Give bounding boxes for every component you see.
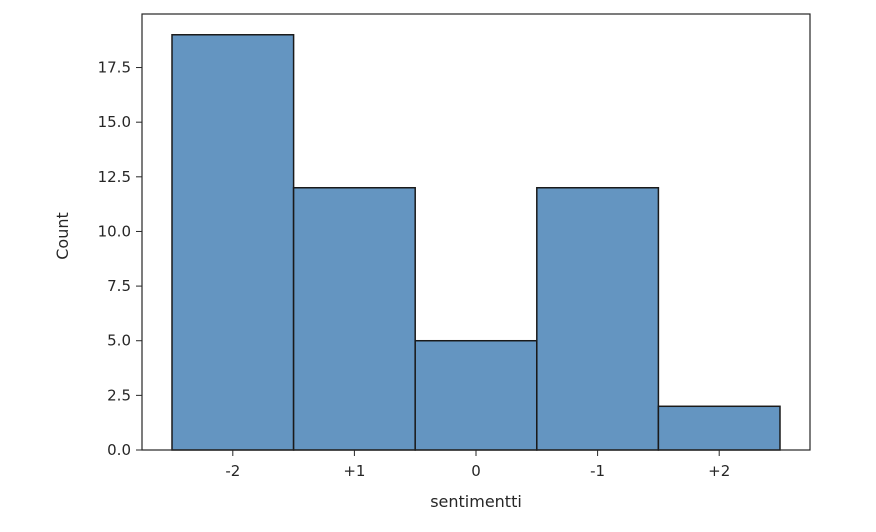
plot-frame [141, 13, 811, 451]
y-tick-label-3: 7.5 [107, 277, 131, 295]
x-tick-label-3: -1 [590, 462, 605, 480]
x-axis: -2 +1 0 -1 +2 [225, 450, 730, 480]
x-tick-label-4: +2 [708, 462, 730, 480]
bar-0 [171, 34, 295, 451]
y-axis: 0.0 2.5 5.0 7.5 10.0 12.5 15.0 17.5 [98, 59, 142, 459]
y-tick-label-0: 0.0 [107, 441, 131, 459]
bar-4 [657, 405, 781, 451]
y-tick-label-4: 10.0 [98, 222, 131, 240]
y-axis-label: Count [53, 212, 72, 260]
y-tick-label-7: 17.5 [98, 59, 131, 77]
bars-group [171, 34, 781, 451]
x-tick-label-2: 0 [471, 462, 481, 480]
bar-3 [536, 186, 660, 451]
y-tick-label-1: 2.5 [107, 386, 131, 404]
y-tick-label-2: 5.0 [107, 332, 131, 350]
bar-2 [414, 339, 538, 451]
y-tick-label-6: 15.0 [98, 113, 131, 131]
x-axis-label: sentimentti [430, 492, 522, 511]
bar-1 [292, 186, 416, 451]
x-tick-label-1: +1 [343, 462, 365, 480]
y-tick-label-5: 12.5 [98, 168, 131, 186]
x-tick-label-0: -2 [225, 462, 240, 480]
